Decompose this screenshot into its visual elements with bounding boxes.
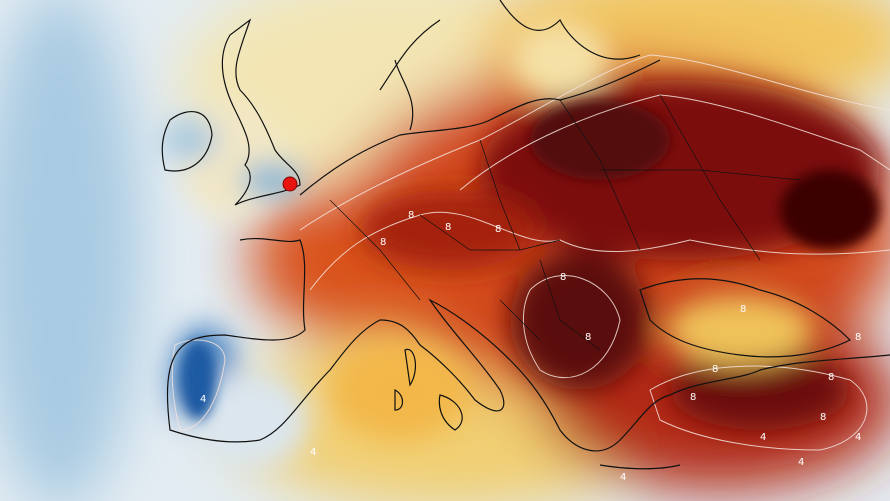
coast-scandinavia: [379, 0, 641, 131]
red-dot-marker-icon[interactable]: [282, 176, 298, 192]
contour-label: 8: [445, 222, 451, 233]
contour-label: 4: [620, 472, 626, 483]
coast-islands: [394, 348, 681, 470]
coast-black-sea: [639, 278, 852, 358]
coast-ireland: [161, 111, 213, 172]
contour-label: 8: [740, 304, 746, 315]
contour-label: 8: [712, 364, 718, 375]
contour-label: 8: [585, 332, 591, 343]
contour-label: 4: [855, 432, 861, 443]
contour-label: 4: [760, 432, 766, 443]
coast-continent: [166, 59, 890, 452]
contour-label: 4: [798, 457, 804, 468]
contour-labels: 8 8 8 8 8 8 8 8 8 8 4 4 4 4 4 4 8 8: [200, 210, 861, 483]
coastlines: [161, 0, 890, 470]
contour-label: 4: [200, 394, 206, 405]
borders: [329, 94, 801, 351]
contour-label: 8: [690, 392, 696, 403]
contour-label: 8: [560, 272, 566, 283]
contour-label: 8: [495, 224, 501, 235]
field-detail: [180, 100, 880, 420]
contour-label: 4: [310, 447, 316, 458]
contour-label: 8: [820, 412, 826, 423]
contour-label: 8: [828, 372, 834, 383]
contour-label: 8: [408, 210, 414, 221]
contour-label: 8: [380, 237, 386, 248]
coast-britain: [221, 18, 301, 206]
contour-label: 8: [855, 332, 861, 343]
